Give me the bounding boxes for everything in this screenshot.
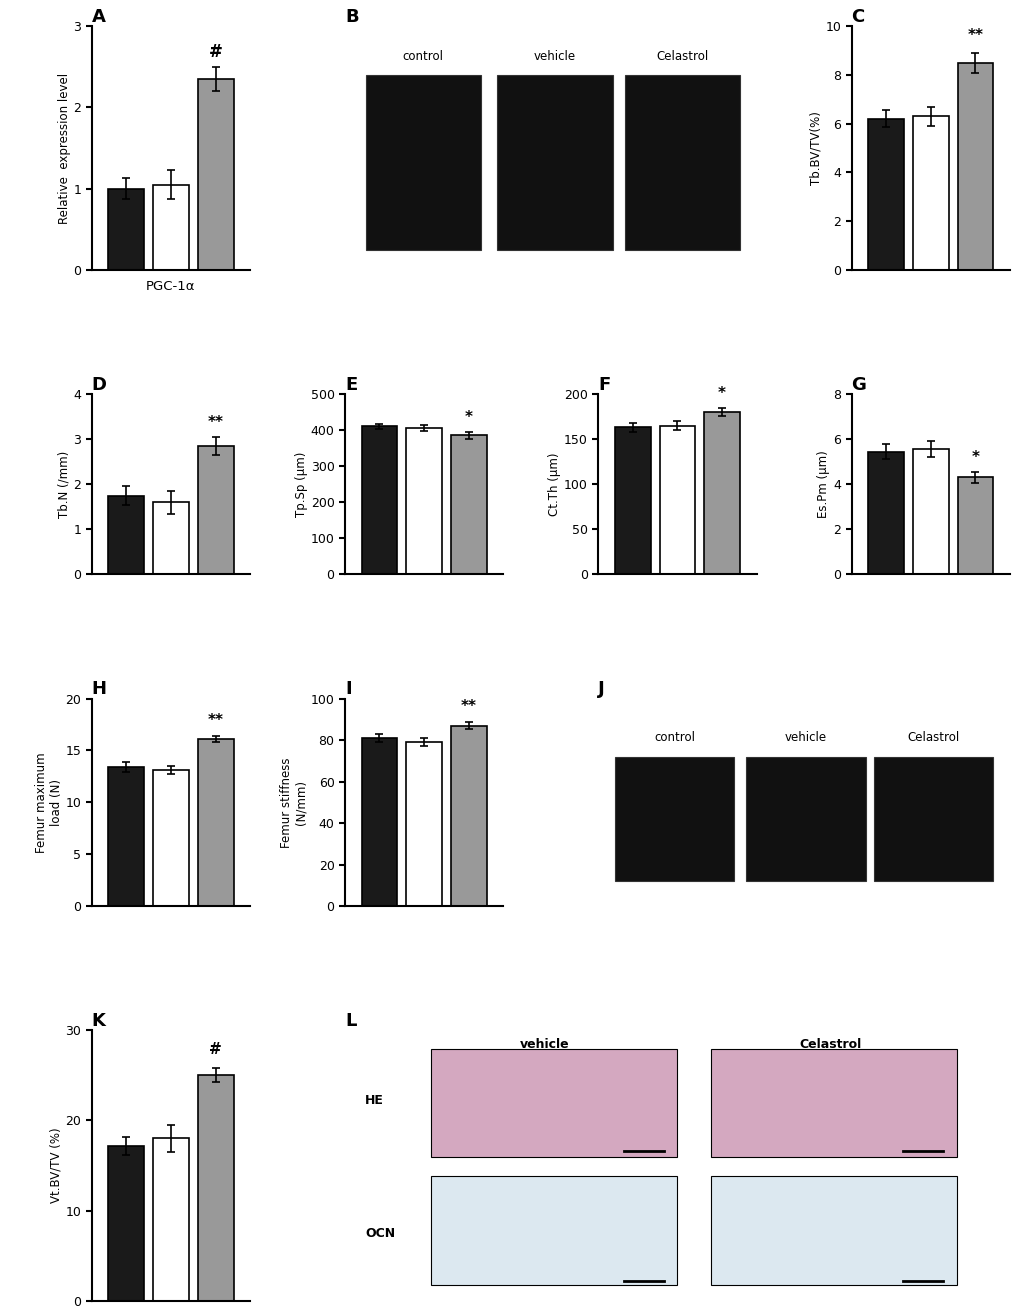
Text: control: control (403, 50, 443, 63)
Text: vehicle: vehicle (533, 50, 576, 63)
Y-axis label: Tb.N (/mm): Tb.N (/mm) (57, 451, 70, 518)
Text: C: C (851, 8, 864, 26)
Bar (912, 449, 948, 574)
Y-axis label: Femur stiffness
(N/mm): Femur stiffness (N/mm) (279, 757, 308, 848)
Bar (957, 477, 993, 574)
Text: **: ** (208, 714, 223, 728)
Y-axis label: Femur maximum
load (N): Femur maximum load (N) (35, 752, 63, 853)
Y-axis label: Tb.BV/TV(%): Tb.BV/TV(%) (809, 112, 821, 185)
Text: **: ** (461, 699, 477, 714)
Bar (703, 413, 740, 574)
Text: *: * (717, 386, 726, 401)
FancyBboxPatch shape (710, 1049, 956, 1158)
Bar (198, 1075, 233, 1301)
Text: *: * (970, 449, 978, 465)
Bar (108, 189, 144, 269)
Text: H: H (92, 681, 107, 698)
Text: B: B (344, 8, 359, 26)
FancyBboxPatch shape (873, 757, 993, 882)
Bar (957, 63, 993, 269)
Text: *: * (465, 410, 473, 424)
Text: J: J (598, 681, 604, 698)
Text: K: K (92, 1012, 106, 1030)
FancyBboxPatch shape (614, 757, 734, 882)
Bar (153, 185, 189, 269)
Bar (406, 428, 441, 574)
Text: Celastrol: Celastrol (799, 1038, 861, 1051)
Bar (867, 118, 903, 269)
Bar (614, 427, 650, 574)
FancyBboxPatch shape (431, 1049, 677, 1158)
Text: vehicle: vehicle (785, 731, 826, 744)
Text: D: D (92, 376, 107, 394)
Text: #: # (209, 43, 222, 62)
Y-axis label: Ct.Th (μm): Ct.Th (μm) (547, 452, 560, 516)
Text: vehicle: vehicle (519, 1038, 569, 1051)
Bar (108, 495, 144, 574)
Y-axis label: Es.Pm (μm): Es.Pm (μm) (816, 451, 829, 518)
Text: E: E (344, 376, 357, 394)
Bar (198, 445, 233, 574)
Text: Celastrol: Celastrol (907, 731, 959, 744)
Bar (198, 738, 233, 907)
Y-axis label: Vt.BV/TV (%): Vt.BV/TV (%) (50, 1127, 63, 1204)
Bar (153, 1138, 189, 1301)
Bar (450, 725, 486, 907)
FancyBboxPatch shape (746, 757, 865, 882)
Bar (406, 742, 441, 907)
Text: **: ** (966, 29, 982, 43)
Bar (912, 117, 948, 269)
Bar (361, 738, 397, 907)
Bar (108, 767, 144, 907)
Y-axis label: Tp.Sp (μm): Tp.Sp (μm) (294, 452, 308, 516)
Bar (361, 427, 397, 574)
Text: HE: HE (365, 1095, 383, 1106)
Bar (659, 426, 695, 574)
FancyBboxPatch shape (625, 75, 740, 251)
FancyBboxPatch shape (431, 1176, 677, 1285)
Text: **: ** (208, 415, 223, 430)
Text: control: control (653, 731, 694, 744)
Text: G: G (851, 376, 865, 394)
Bar (867, 452, 903, 574)
Text: F: F (598, 376, 610, 394)
FancyBboxPatch shape (497, 75, 612, 251)
Bar (450, 435, 486, 574)
Text: #: # (209, 1042, 222, 1058)
Text: L: L (344, 1012, 356, 1030)
Text: OCN: OCN (365, 1227, 394, 1239)
Y-axis label: Relative  expression level: Relative expression level (57, 72, 70, 223)
Bar (108, 1146, 144, 1301)
Bar (153, 502, 189, 574)
FancyBboxPatch shape (365, 75, 480, 251)
Bar (198, 79, 233, 269)
Text: Celastrol: Celastrol (655, 50, 708, 63)
FancyBboxPatch shape (710, 1176, 956, 1285)
Text: A: A (92, 8, 106, 26)
Text: I: I (344, 681, 352, 698)
Bar (153, 770, 189, 907)
